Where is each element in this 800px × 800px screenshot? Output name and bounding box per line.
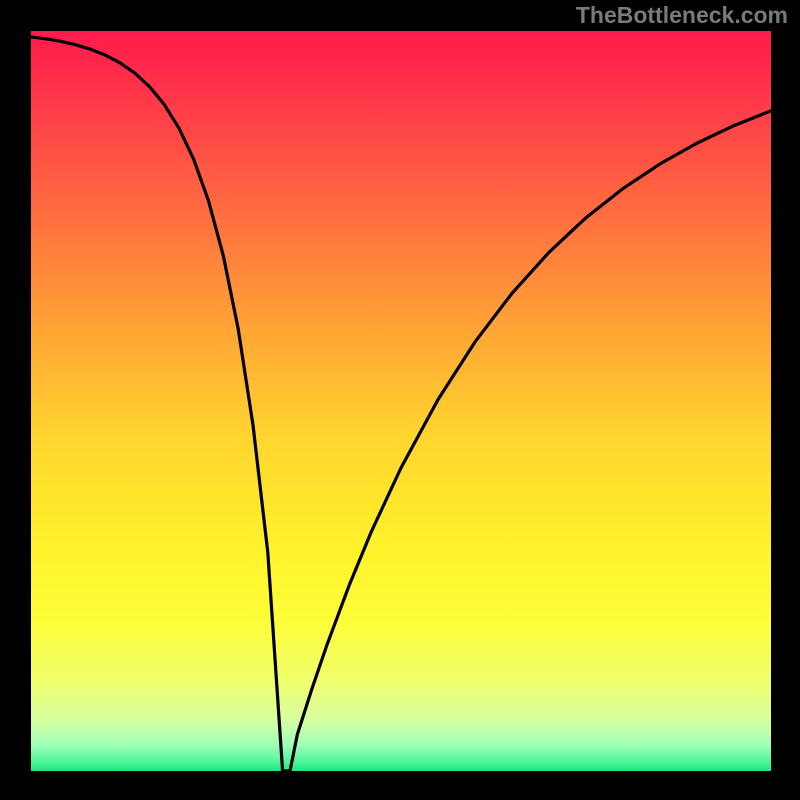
chart-outer-frame: TheBottleneck.com [0,0,800,800]
bottleneck-curve [31,37,771,771]
watermark-label: TheBottleneck.com [576,2,788,29]
curve-layer [31,31,771,771]
plot-area [31,31,771,771]
